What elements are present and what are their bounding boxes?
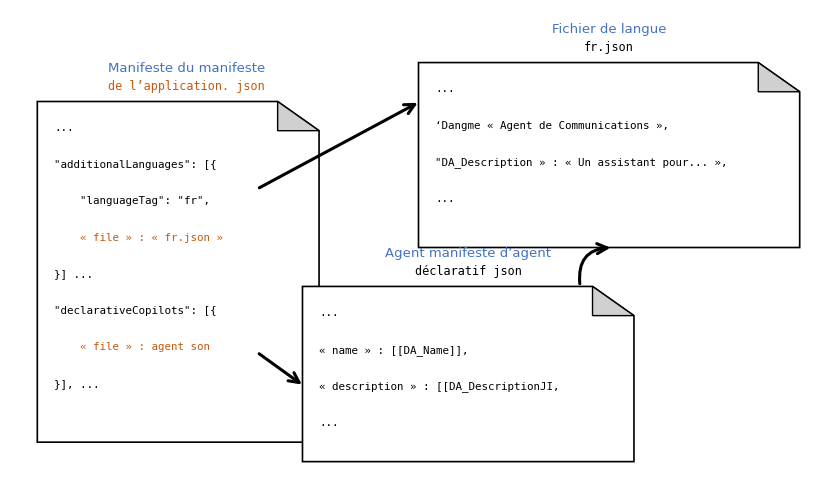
Text: ...: ...: [435, 85, 454, 95]
Text: ...: ...: [54, 123, 74, 133]
Polygon shape: [278, 101, 319, 131]
Text: ...: ...: [319, 418, 338, 428]
Text: }] ...: }] ...: [54, 269, 93, 279]
Text: fr.json: fr.json: [584, 41, 634, 54]
Text: « description » : [[DA_DescriptionJI,: « description » : [[DA_DescriptionJI,: [319, 381, 559, 392]
Text: « file » : « fr.json »: « file » : « fr.json »: [54, 233, 222, 243]
Text: ...: ...: [319, 308, 338, 318]
Text: Fichier de langue: Fichier de langue: [551, 23, 665, 36]
Text: "declarativeCopilots": [{: "declarativeCopilots": [{: [54, 306, 217, 316]
Text: "additionalLanguages": [{: "additionalLanguages": [{: [54, 160, 217, 170]
Text: ...: ...: [435, 194, 454, 204]
FancyArrowPatch shape: [579, 244, 606, 284]
Text: "languageTag": "fr",: "languageTag": "fr",: [54, 197, 210, 206]
Polygon shape: [302, 287, 633, 462]
Text: « name » : [[DA_Name]],: « name » : [[DA_Name]],: [319, 345, 468, 356]
Polygon shape: [757, 62, 798, 92]
Text: Manifeste du manifeste: Manifeste du manifeste: [108, 62, 265, 75]
Text: ‘Dangme « Agent de Communications »,: ‘Dangme « Agent de Communications »,: [435, 121, 668, 131]
Text: Agent manifeste d’agent: Agent manifeste d’agent: [385, 247, 551, 260]
Text: }], ...: }], ...: [54, 379, 99, 389]
Text: déclaratif json: déclaratif json: [415, 265, 521, 278]
Text: « file » : agent son: « file » : agent son: [54, 343, 210, 352]
Polygon shape: [38, 101, 319, 442]
Polygon shape: [418, 62, 798, 248]
Polygon shape: [592, 287, 633, 316]
Text: "DA_Description » : « Un assistant pour... »,: "DA_Description » : « Un assistant pour.…: [435, 157, 726, 168]
Text: de l’application. json: de l’application. json: [108, 80, 264, 93]
